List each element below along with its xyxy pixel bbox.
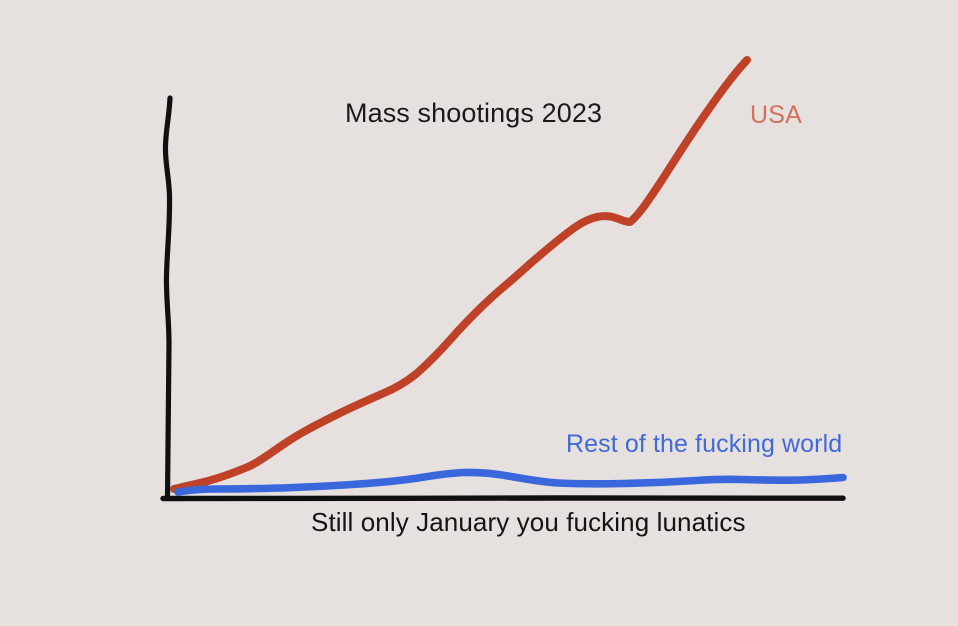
x-axis-line xyxy=(160,495,846,502)
y-axis-line xyxy=(162,95,173,501)
series-line-world xyxy=(174,468,847,496)
chart-title: Mass shootings 2023 xyxy=(345,98,603,128)
x-axis-caption: Still only January you fucking lunatics xyxy=(311,507,746,537)
series-line-usa xyxy=(170,56,751,493)
series-label-rest-of-world: Rest of the fucking world xyxy=(566,430,843,458)
series-label-usa: USA xyxy=(750,101,803,129)
